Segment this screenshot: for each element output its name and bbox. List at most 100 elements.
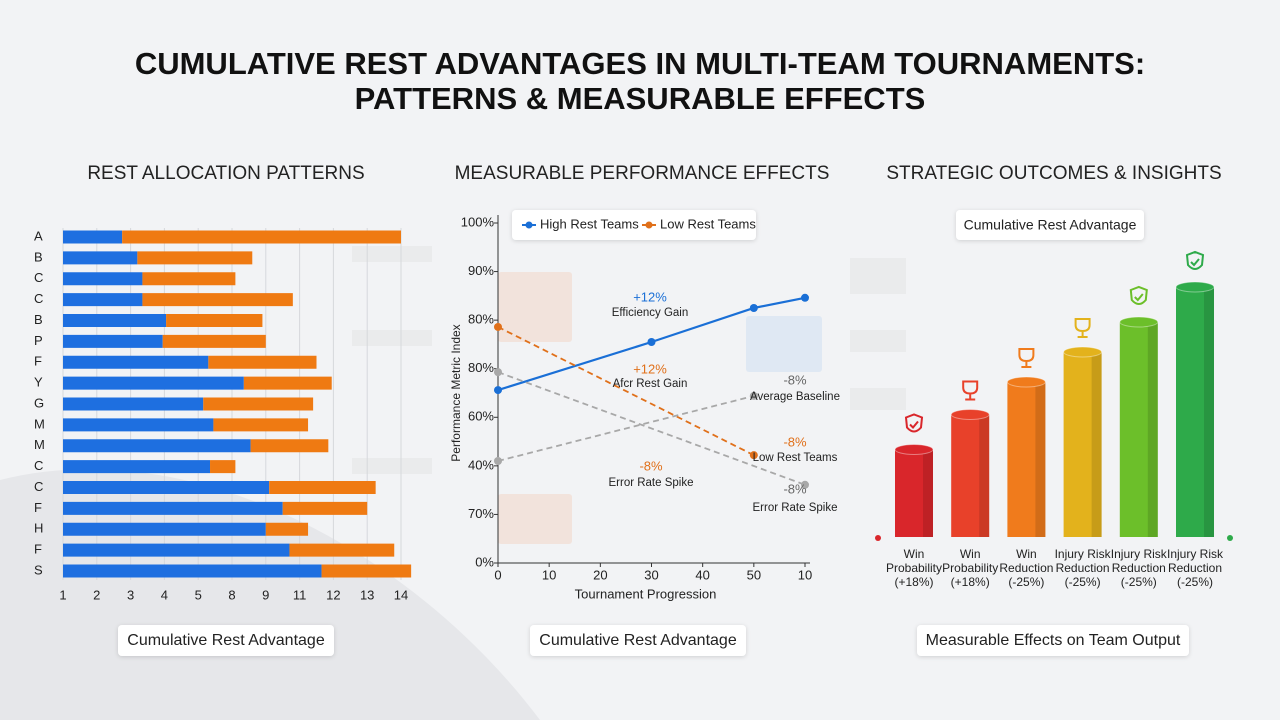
bar-cap — [950, 409, 990, 420]
legend-label: High Rest Teams — [540, 216, 639, 231]
x-tick-label: 3 — [127, 587, 134, 602]
bar — [1176, 287, 1214, 537]
y-tick-label: H — [34, 521, 43, 536]
section-title: MEASURABLE PERFORMANCE EFFECTS — [455, 163, 830, 184]
x-tick-label: Win — [904, 547, 925, 561]
annotation-value: -8% — [783, 481, 807, 496]
bar-segment — [63, 251, 138, 265]
x-tick-label: 11 — [293, 587, 307, 602]
bar-shade — [1035, 382, 1046, 537]
bar-segment — [63, 314, 167, 327]
baseline-end — [1227, 535, 1233, 541]
x-tick-label: Reduction — [999, 561, 1053, 575]
x-tick-label: 1 — [59, 587, 66, 602]
point — [494, 386, 502, 395]
bar-shade — [1091, 352, 1102, 537]
x-tick-label: 9 — [262, 587, 269, 602]
bar-cap — [1119, 316, 1159, 328]
x-tick-label: 50 — [747, 567, 761, 582]
y-tick-label: 60% — [468, 409, 494, 424]
point — [801, 293, 809, 302]
y-tick-label: B — [34, 249, 43, 264]
y-tick-label: B — [34, 312, 43, 327]
x-tick-label: 2 — [93, 587, 100, 602]
bar-segment — [282, 501, 368, 515]
bar — [1007, 382, 1046, 537]
caption-box — [118, 625, 334, 656]
bar-segment — [63, 460, 211, 474]
bar-segment — [63, 230, 123, 244]
bar-segment — [63, 397, 204, 411]
bar-shade — [979, 414, 990, 537]
y-tick-label: 0% — [475, 554, 494, 569]
caption-box — [530, 625, 746, 656]
x-tick-label: Probability — [886, 561, 942, 575]
decor — [352, 246, 906, 544]
icon-shield — [1129, 285, 1148, 305]
bar-segment — [289, 543, 395, 557]
y-tick-label: F — [34, 354, 42, 369]
y-tick-label: F — [34, 500, 42, 515]
x-tick-label: (-25%) — [1065, 575, 1101, 589]
annotation-label: Low Rest Teams — [753, 452, 838, 464]
annotation-label: Error Rate Spike — [608, 477, 693, 489]
legend-label: Low Rest Teams — [660, 216, 756, 231]
annotation-value: -8% — [783, 372, 807, 387]
x-tick-label: (-25%) — [1177, 575, 1213, 589]
x-tick-label: 5 — [195, 587, 202, 602]
annotation-label: Error Rate Spike — [752, 502, 837, 514]
bar-cap — [1175, 281, 1215, 293]
y-tick-label: C — [34, 270, 43, 285]
bar-segment — [142, 272, 236, 286]
annotation-label: Efficiency Gain — [612, 307, 689, 319]
x-tick-label: 4 — [161, 587, 168, 602]
bar-segment — [166, 314, 263, 327]
x-tick-label: Reduction — [1168, 561, 1222, 575]
title-line: CUMULATIVE REST ADVANTAGES IN MULTI-TEAM… — [134, 46, 1146, 81]
icon-trophy — [1018, 348, 1035, 368]
x-tick-label: (+18%) — [951, 575, 990, 589]
bar-segment — [142, 293, 293, 307]
legend-box — [512, 210, 756, 240]
y-tick-label: 80% — [468, 360, 494, 375]
legend-swatch — [645, 221, 653, 229]
y-tick-label: A — [34, 228, 43, 243]
bar — [895, 449, 933, 537]
y-tick-label: 90% — [468, 263, 494, 278]
icon-trophy — [962, 380, 979, 401]
baseline-end — [875, 535, 881, 541]
bar-cap — [1063, 346, 1103, 358]
subtitle: Cumulative Rest Advantage — [964, 217, 1137, 233]
bar-cap — [894, 444, 934, 455]
y-tick-label: C — [34, 291, 43, 306]
point — [494, 322, 502, 331]
bar-segment — [265, 522, 309, 536]
x-tick-label: 20 — [593, 567, 607, 582]
point — [801, 480, 809, 489]
icon-shield — [904, 413, 924, 433]
bar-segment — [137, 251, 253, 265]
bar-segment — [321, 564, 412, 578]
bar-segment — [213, 418, 309, 432]
point — [647, 338, 656, 346]
bar-segment — [63, 355, 209, 369]
annotation-value: -8% — [783, 434, 807, 449]
bar-segment — [210, 460, 236, 474]
bar — [1119, 322, 1158, 537]
y-tick-label: Y — [34, 375, 43, 390]
y-tick-label: 40% — [468, 457, 494, 472]
legend-swatch — [525, 221, 533, 229]
point — [749, 391, 758, 400]
annotation-label: Average Baseline — [750, 391, 840, 403]
x-tick-label: 10 — [798, 567, 812, 582]
y-tick-label: C — [34, 479, 43, 494]
y-tick-label: 100% — [461, 214, 495, 229]
bar-shade — [1147, 322, 1158, 537]
series-line — [497, 296, 806, 392]
bar-segment — [63, 543, 290, 557]
x-tick-label: Injury Risk — [1111, 547, 1168, 561]
annotation-label: Afcr Rest Gain — [613, 378, 688, 390]
y-tick-label: S — [34, 562, 43, 577]
bar-shade — [1204, 287, 1214, 537]
